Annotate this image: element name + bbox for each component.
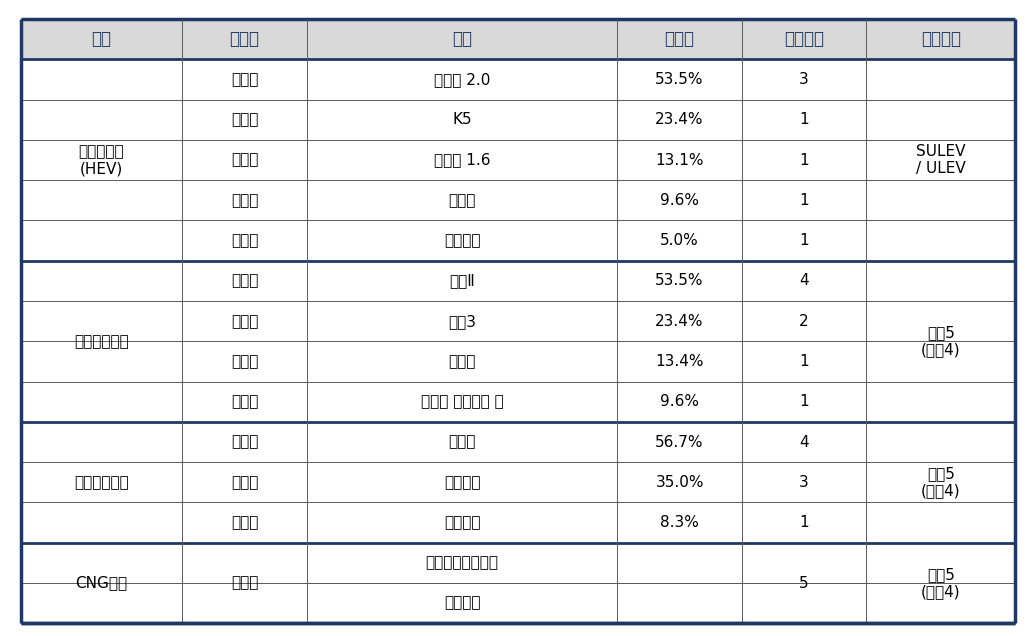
Text: 그랜드 스타렉스 밴: 그랜드 스타렉스 밴	[421, 394, 503, 409]
Text: 기아차: 기아차	[231, 434, 258, 450]
Text: 유로5
(유로4): 유로5 (유로4)	[921, 325, 960, 357]
Text: 허용기준: 허용기준	[921, 31, 960, 48]
Text: 기아차: 기아차	[231, 113, 258, 127]
Text: 56.7%: 56.7%	[656, 434, 703, 450]
Text: 4: 4	[799, 273, 809, 288]
Text: 3: 3	[799, 475, 809, 490]
Text: 35.0%: 35.0%	[656, 475, 703, 490]
Text: 23.4%: 23.4%	[656, 113, 703, 127]
Bar	[21, 221, 1015, 261]
Text: 점유율: 점유율	[665, 31, 694, 48]
Bar	[21, 301, 1015, 342]
Bar	[21, 19, 1015, 59]
Text: SULEV
/ ULEV: SULEV / ULEV	[916, 144, 966, 176]
Text: 현대차: 현대차	[231, 394, 258, 409]
Bar	[21, 422, 1015, 462]
Text: 23.4%: 23.4%	[656, 314, 703, 329]
Text: 차명: 차명	[452, 31, 472, 48]
Text: 1: 1	[799, 113, 809, 127]
Text: 토요타: 토요타	[231, 233, 258, 248]
Text: 뉴에어로: 뉴에어로	[443, 596, 481, 611]
Text: 봉고3: 봉고3	[448, 314, 477, 329]
Text: 8.3%: 8.3%	[660, 515, 699, 530]
Text: 아반떼 1.6: 아반떼 1.6	[434, 153, 490, 167]
Text: 9.6%: 9.6%	[660, 193, 699, 208]
Text: 5.0%: 5.0%	[660, 233, 699, 248]
Text: 4: 4	[799, 434, 809, 450]
Text: 시험대수: 시험대수	[784, 31, 824, 48]
Text: 13.1%: 13.1%	[656, 153, 703, 167]
Text: 9.6%: 9.6%	[660, 394, 699, 409]
Text: 1: 1	[799, 394, 809, 409]
Bar	[21, 342, 1015, 382]
Text: 5: 5	[799, 576, 809, 590]
Text: 3: 3	[799, 72, 809, 87]
Bar	[21, 382, 1015, 422]
Text: 1: 1	[799, 193, 809, 208]
Text: 투리스모: 투리스모	[443, 515, 481, 530]
Text: 현대차: 현대차	[231, 576, 258, 590]
Text: 1: 1	[799, 515, 809, 530]
Text: 경유소형승합: 경유소형승합	[75, 475, 128, 490]
Text: 쏘나타 2.0: 쏘나타 2.0	[434, 72, 490, 87]
Text: 1: 1	[799, 153, 809, 167]
Bar	[21, 583, 1015, 623]
Text: 13.4%: 13.4%	[656, 354, 703, 369]
Text: 뉴슈퍼에어로시티: 뉴슈퍼에어로시티	[426, 555, 498, 570]
Bar	[21, 502, 1015, 543]
Bar	[21, 100, 1015, 140]
Text: 유로5
(유로4): 유로5 (유로4)	[921, 466, 960, 499]
Text: 53.5%: 53.5%	[656, 72, 703, 87]
Text: 코란도: 코란도	[449, 354, 476, 369]
Bar	[21, 180, 1015, 221]
Bar	[21, 543, 1015, 583]
Text: 현대차: 현대차	[231, 475, 258, 490]
Text: 현대차: 현대차	[231, 153, 258, 167]
Bar	[21, 462, 1015, 502]
Text: K5: K5	[453, 113, 471, 127]
Text: 유로5
(유로4): 유로5 (유로4)	[921, 567, 960, 599]
Text: 그랜저: 그랜저	[449, 193, 476, 208]
Bar	[21, 140, 1015, 180]
Text: 스타렉스: 스타렉스	[443, 475, 481, 490]
Text: 현대차: 현대차	[231, 273, 258, 288]
Bar	[21, 59, 1015, 100]
Text: 현대차: 현대차	[231, 72, 258, 87]
Text: 쌍용차: 쌍용차	[231, 515, 258, 530]
Text: 1: 1	[799, 233, 809, 248]
Text: 구분: 구분	[91, 31, 112, 48]
Text: CNG버스: CNG버스	[76, 576, 127, 590]
Text: 현대차: 현대차	[231, 193, 258, 208]
Text: 제작사: 제작사	[230, 31, 259, 48]
Bar	[21, 261, 1015, 301]
Text: 프리우스: 프리우스	[443, 233, 481, 248]
Text: 1: 1	[799, 354, 809, 369]
Text: 하이브리드
(HEV): 하이브리드 (HEV)	[79, 144, 124, 176]
Text: 경유소형화물: 경유소형화물	[75, 334, 128, 349]
Text: 포터Ⅱ: 포터Ⅱ	[450, 273, 474, 288]
Text: 53.5%: 53.5%	[656, 273, 703, 288]
Text: 기아차: 기아차	[231, 314, 258, 329]
Text: 2: 2	[799, 314, 809, 329]
Text: 쌍용차: 쌍용차	[231, 354, 258, 369]
Text: 카니발: 카니발	[449, 434, 476, 450]
